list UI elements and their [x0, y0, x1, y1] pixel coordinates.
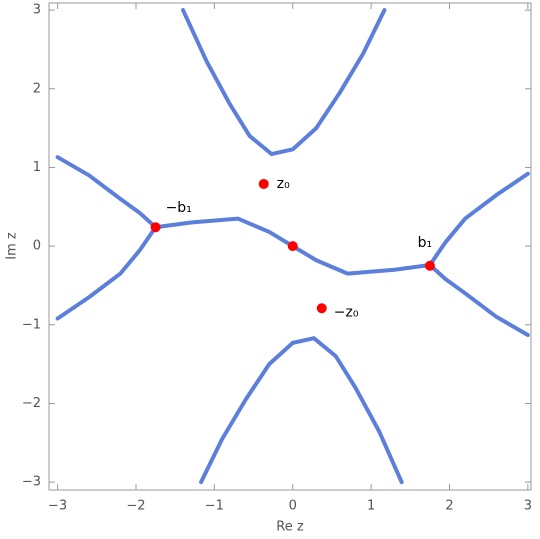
y-tick-label: 1 — [33, 160, 41, 175]
curve — [199, 336, 404, 485]
y-tick-label: −1 — [22, 317, 41, 332]
point-label: z₀ — [277, 176, 290, 192]
curve — [427, 262, 530, 338]
y-tick-label: −3 — [22, 475, 41, 490]
x-tick-label: 3 — [524, 499, 532, 514]
point — [424, 260, 435, 271]
x-axis-label: Re z — [276, 520, 304, 535]
x-tick-label: −3 — [48, 499, 67, 514]
point-label: b₁ — [418, 235, 433, 251]
point — [258, 178, 269, 189]
point — [287, 241, 298, 252]
x-tick-label: −2 — [126, 499, 145, 514]
curve — [427, 171, 530, 267]
y-tick-label: 0 — [33, 239, 41, 254]
x-tick-label: 1 — [367, 499, 375, 514]
y-axis-label: Im z — [5, 232, 20, 260]
x-tick-label: −1 — [205, 499, 224, 514]
point — [316, 303, 327, 314]
curve — [181, 8, 387, 157]
curve — [55, 225, 158, 321]
point — [150, 222, 161, 233]
x-tick-label: 0 — [289, 499, 297, 514]
y-tick-label: 2 — [33, 81, 41, 96]
y-tick-label: −2 — [22, 396, 41, 411]
y-tick-label: 3 — [33, 3, 41, 18]
point-label: −z₀ — [334, 304, 359, 320]
point-label: −b₁ — [166, 200, 192, 216]
curve — [55, 155, 158, 230]
x-tick-label: 2 — [445, 499, 453, 514]
